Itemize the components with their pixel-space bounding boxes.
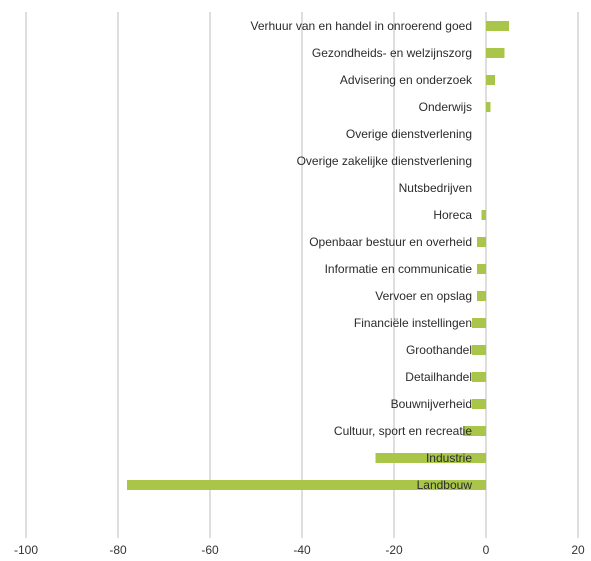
category-label: Openbaar bestuur en overheid [309,235,472,249]
bar [486,21,509,31]
bar [472,372,486,382]
category-label: Advisering en onderzoek [340,73,473,87]
bar [486,75,496,85]
category-label: Bouwnijverheid [391,397,472,411]
bar [476,264,486,274]
category-label: Overige dienstverlening [346,127,472,141]
category-label: Landbouw [417,478,473,492]
bar [486,102,491,112]
bar [481,210,486,220]
bars [127,21,509,490]
category-label: Verhuur van en handel in onroerend goed [250,19,472,33]
bar [486,48,505,58]
bar [472,399,486,409]
category-label: Detailhandel [405,370,472,384]
category-label: Overige zakelijke dienstverlening [297,154,472,168]
x-tick-label: 0 [483,543,490,557]
bar [463,426,486,436]
x-tick-label: -40 [293,543,311,557]
category-label: Groothandel [406,343,472,357]
bar [476,291,486,301]
category-label: Vervoer en opslag [375,289,472,303]
category-label: Nutsbedrijven [399,181,472,195]
bar [127,480,486,490]
x-tick-label: -60 [201,543,219,557]
x-tick-label: -20 [385,543,403,557]
x-tick-label: 20 [571,543,585,557]
gridlines [25,12,579,538]
category-label: Onderwijs [419,100,472,114]
category-label: Horeca [433,208,472,222]
x-axis-ticks: -100 -80 -60 -40 -20 0 20 [14,543,585,557]
bar [472,345,486,355]
category-label: Gezondheids- en welzijnszorg [312,46,472,60]
category-label: Informatie en communicatie [325,262,473,276]
category-label: Financiële instellingen [354,316,472,330]
category-labels: Verhuur van en handel in onroerend goed G… [250,19,473,492]
x-tick-label: -80 [109,543,127,557]
category-label: Industrie [426,451,472,465]
category-label: Cultuur, sport en recreatie [334,424,472,438]
bar [375,453,486,463]
bar [476,237,486,247]
bar [472,318,486,328]
x-tick-label: -100 [14,543,38,557]
